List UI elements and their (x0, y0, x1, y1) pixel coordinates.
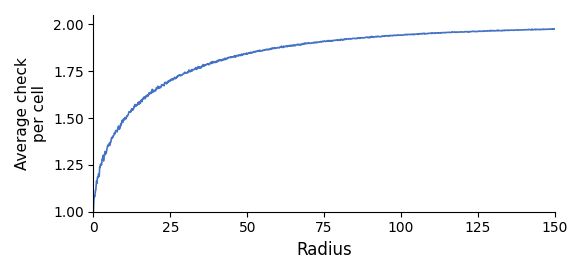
Y-axis label: Average check
per cell: Average check per cell (15, 57, 47, 170)
X-axis label: Radius: Radius (296, 241, 352, 259)
